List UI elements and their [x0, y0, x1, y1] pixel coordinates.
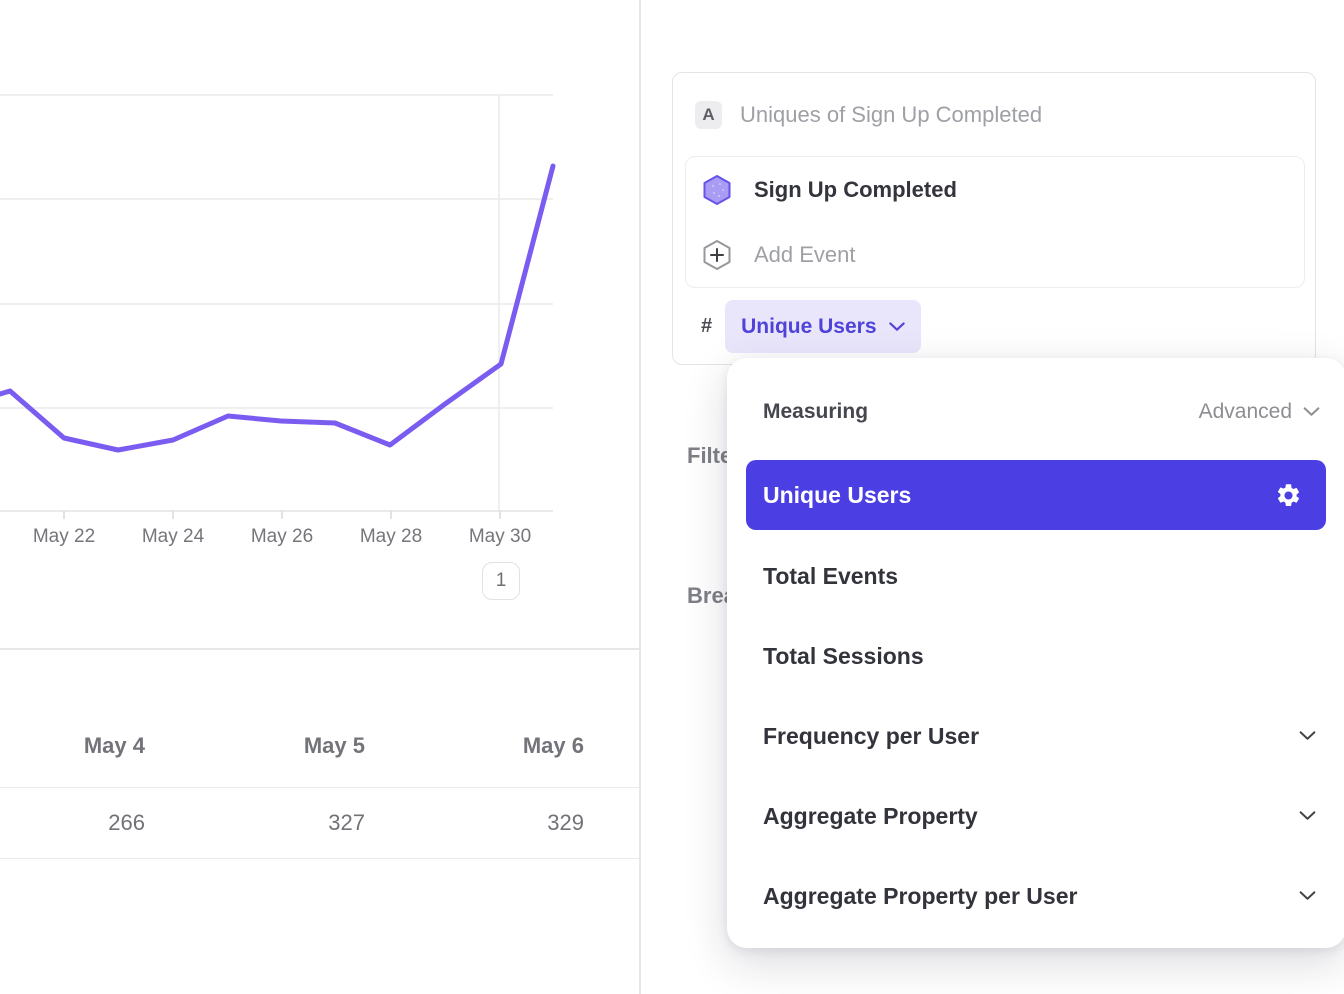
- table-value: 266: [108, 810, 145, 835]
- menu-item-aggregate-property-per-user[interactable]: Aggregate Property per User: [727, 856, 1344, 936]
- menu-item-unique-users[interactable]: Unique Users: [746, 460, 1326, 530]
- metric-card: A Uniques of Sign Up Completed Sign Up C…: [672, 72, 1316, 365]
- measuring-mode-toggle[interactable]: Advanced: [1199, 394, 1320, 430]
- event-hexagon-icon: [703, 174, 731, 205]
- measurement-row: # Unique Users: [701, 300, 921, 353]
- table-value: 327: [328, 810, 365, 835]
- menu-item-label: Frequency per User: [763, 722, 980, 749]
- measuring-menu-items: Total Events Total Sessions Frequency pe…: [727, 536, 1344, 936]
- measuring-mode-label: Advanced: [1198, 400, 1292, 423]
- metric-title: Uniques of Sign Up Completed: [740, 102, 1043, 127]
- chevron-down-icon: [888, 321, 905, 331]
- results-table-header-row: May 4 May 5 May 6: [0, 650, 639, 788]
- measurement-dropdown-trigger[interactable]: Unique Users: [725, 300, 921, 353]
- menu-item-label: Aggregate Property: [763, 802, 978, 829]
- chevron-down-icon: [1299, 891, 1316, 900]
- menu-item-total-sessions[interactable]: Total Sessions: [727, 616, 1344, 696]
- chevron-down-icon: [1299, 731, 1316, 740]
- gear-icon[interactable]: [1275, 482, 1302, 509]
- x-axis-label: May 30: [468, 526, 532, 547]
- x-axis-label: May 28: [359, 526, 423, 547]
- x-axis-label: May 22: [32, 526, 96, 547]
- menu-item-label: Unique Users: [763, 481, 912, 508]
- menu-item-label: Total Sessions: [763, 642, 924, 669]
- menu-item-label: Aggregate Property per User: [763, 882, 1078, 909]
- menu-item-frequency-per-user[interactable]: Frequency per User: [727, 696, 1344, 776]
- measuring-menu: Measuring Advanced Unique Users Total Ev…: [727, 358, 1344, 948]
- pane-divider: [639, 0, 641, 994]
- column-header[interactable]: May 4: [83, 733, 145, 758]
- results-table: May 4 May 5 May 6 266 327 329: [0, 648, 639, 859]
- table-value: 329: [547, 810, 584, 835]
- number-prefix: #: [701, 315, 713, 337]
- menu-item-aggregate-property[interactable]: Aggregate Property: [727, 776, 1344, 856]
- column-header[interactable]: May 6: [522, 733, 584, 758]
- metric-card-header: A Uniques of Sign Up Completed: [695, 101, 1042, 129]
- chevron-down-icon: [1303, 407, 1320, 416]
- column-header[interactable]: May 5: [303, 733, 365, 758]
- add-event-icon: [703, 239, 731, 270]
- event-list-card: Sign Up Completed Add Event: [685, 156, 1305, 288]
- add-event-label: Add Event: [754, 241, 856, 267]
- x-axis-label: May 24: [141, 526, 205, 547]
- table-row: 266 327 329: [0, 788, 639, 859]
- chevron-down-icon: [1299, 811, 1316, 820]
- series-letter-badge: A: [695, 101, 722, 129]
- x-axis-label: May 26: [250, 526, 314, 547]
- menu-item-label: Total Events: [763, 562, 899, 589]
- event-row[interactable]: Sign Up Completed: [686, 157, 1304, 222]
- event-name: Sign Up Completed: [754, 176, 957, 202]
- measurement-value: Unique Users: [741, 314, 877, 338]
- pagination-badge[interactable]: 1: [482, 562, 520, 600]
- menu-item-total-events[interactable]: Total Events: [727, 536, 1344, 616]
- line-chart: [0, 94, 556, 519]
- measuring-menu-title: Measuring: [763, 400, 869, 423]
- line-series: [0, 163, 556, 453]
- add-event-row[interactable]: Add Event: [686, 222, 1304, 287]
